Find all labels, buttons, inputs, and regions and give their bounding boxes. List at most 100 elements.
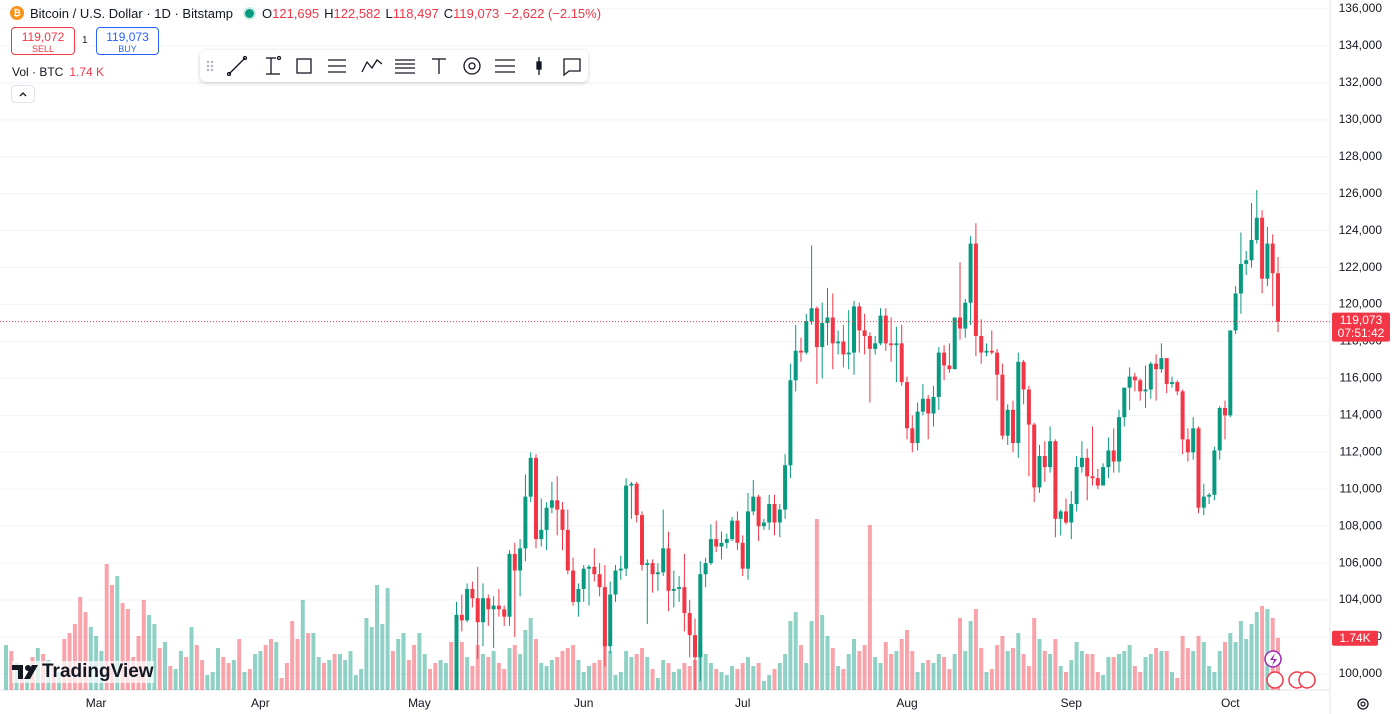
note-tool[interactable] [563,58,581,77]
volume-bar [406,660,411,690]
candle-body [1058,511,1063,519]
volume-bar [290,621,295,690]
candle-body [1175,382,1180,392]
volume-bar [1079,651,1084,690]
volume-bar [417,633,422,690]
candle-body [655,572,660,575]
candle-body [518,548,523,571]
candle-body [581,568,586,589]
candle-body [846,352,851,355]
candle-body [1085,457,1090,477]
volume-bar [761,681,766,690]
candle-body [746,511,750,569]
volume-bar [353,675,358,690]
volume-bar [767,675,772,690]
candle-body [1000,374,1005,436]
vertical-line-tool[interactable] [266,55,282,75]
volume-bar [571,645,576,690]
volume-bar [565,648,570,690]
settings-icon[interactable] [1357,698,1369,710]
candle-body [687,612,692,636]
candle-body [1201,496,1206,508]
candle-body [735,520,740,543]
y-tick-label: 134,000 [1339,38,1383,52]
volume-bar [284,663,289,690]
symbol-title[interactable]: Bitcoin / U.S. Dollar · 1D · Bitstamp [30,5,233,21]
fib-tool[interactable] [328,59,346,73]
volume-bar [115,576,120,690]
volume-bar [528,618,533,690]
candle-body [602,587,607,647]
candle-body [549,500,554,508]
volume-bar [952,654,957,690]
volume-bar [375,585,379,690]
volume-bar [1159,651,1164,690]
x-tick-label: May [408,696,431,710]
volume-bar [1143,657,1148,690]
candle-body [772,504,777,523]
volume-bar [274,642,279,690]
volume-bar [449,642,454,690]
volume-bar [645,657,650,690]
candle-body [677,587,682,589]
volume-bar [1016,633,1021,690]
volume-bar [899,639,904,690]
rectangle-tool[interactable] [296,58,312,74]
collapse-button[interactable] [11,85,35,103]
candle-body [1053,441,1058,519]
candle-body [788,380,793,466]
volume-bar [1207,666,1212,690]
candle-body [1026,389,1031,425]
last-price-label: 119,073 [1340,313,1383,327]
volume-bar [814,519,819,690]
volume-bar [380,624,385,690]
trend-line-tool[interactable] [226,55,248,77]
volume-bar [1260,606,1265,690]
volume-bar [772,669,777,690]
volume-bar [560,651,565,690]
volume-legend-value: 1.74 K [69,65,105,79]
candle-body [1132,376,1137,381]
volume-bar [200,660,205,690]
candle-body [544,507,549,530]
measure-tool[interactable] [463,57,481,75]
y-tick-label: 128,000 [1339,149,1383,163]
y-tick-label: 112,000 [1340,444,1383,458]
candle-body [496,605,501,610]
volume-bar [343,660,348,690]
volume-bar [1238,621,1243,690]
volume-bar [624,651,629,690]
volume-bar [157,648,162,690]
lines-tool[interactable] [395,59,415,74]
x-tick-label: Aug [896,696,917,710]
volume-bar [1180,636,1185,690]
candle-body [1074,467,1079,505]
volume-bar [1148,654,1153,690]
candle-body [889,343,894,346]
text-tool[interactable] [432,58,446,74]
volume-bar [322,663,326,690]
volume-bar [210,672,215,690]
price-range-tool[interactable] [536,57,542,75]
quantity: 1 [82,35,88,46]
forecast-tool[interactable] [495,59,515,73]
candle-body [963,302,968,329]
pattern-tool[interactable] [361,59,383,73]
volume-bar [247,669,252,690]
candle-body [767,504,772,523]
volume-bar [1042,651,1047,690]
volume-bar [1074,642,1079,690]
sell-button[interactable]: 119,072 SELL [11,27,75,55]
buy-button[interactable]: 119,073 BUY [96,27,159,55]
volume-bar [544,666,549,690]
candle-body [1148,363,1153,390]
candle-body [894,343,899,346]
volume-bar [708,663,713,690]
candle-body [1164,358,1169,384]
volume-bar [867,525,872,690]
volume-bar [1111,657,1116,690]
volume-bar [443,663,448,690]
volume-bar [9,651,14,690]
drag-handle[interactable] [206,60,214,72]
buy-label: BUY [118,44,137,54]
